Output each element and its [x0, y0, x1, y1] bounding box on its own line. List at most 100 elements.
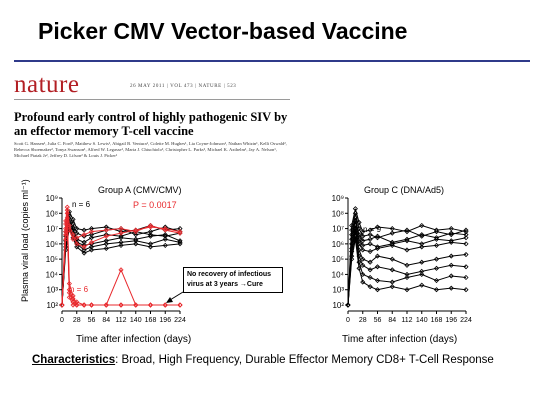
chart-a-data-point	[177, 241, 183, 247]
chart-c-data-point	[352, 226, 358, 232]
chart-c-x-tick-label: 84	[388, 317, 396, 324]
chart-a-data-point	[177, 302, 183, 308]
chart-a-data-point	[70, 293, 76, 299]
chart-c-data-point	[448, 253, 454, 259]
chart-a-data-point	[133, 232, 139, 238]
chart-c-data-point	[367, 227, 373, 233]
chart-c-data-point	[356, 219, 362, 226]
chart-a-data-point	[162, 242, 168, 248]
title-divider	[14, 60, 530, 62]
chart-a-data-point	[70, 226, 76, 232]
chart-a-data-point	[118, 230, 124, 236]
chart-c-y-tick-label: 10⁸	[332, 209, 344, 218]
chart-c-data-point	[345, 302, 351, 308]
chart-c-data-point	[463, 251, 469, 258]
chart-a-data-point	[74, 236, 80, 242]
chart-a-data-point	[103, 232, 109, 238]
chart-a-data-point	[59, 302, 65, 308]
chart-c-series-line	[347, 239, 467, 306]
chart-a-data-point	[88, 302, 95, 308]
chart-c-data-point	[345, 302, 351, 308]
chart-c-data-point	[367, 248, 373, 255]
chart-c-data-point	[374, 277, 381, 284]
chart-a-data-point	[177, 230, 183, 236]
chart-a-data-point	[147, 302, 154, 308]
chart-a-data-point	[59, 302, 65, 308]
chart-c-data-point	[419, 232, 425, 238]
slide-title: Picker CMV Vector-based Vaccine	[38, 18, 408, 44]
chart-c-data-point	[463, 241, 469, 247]
chart-a-series-line	[61, 217, 180, 306]
chart-a-data-point	[64, 215, 70, 221]
chart-a-data-point	[88, 229, 95, 235]
chart-c-data-point	[389, 226, 395, 232]
chart-c-data-point	[360, 238, 366, 244]
chart-a-data-point	[133, 227, 139, 233]
chart-a-series-line	[61, 207, 181, 306]
chart-c-data-point	[463, 274, 469, 281]
chart-a-data-point	[81, 247, 87, 253]
chart-a-data-point	[88, 302, 95, 308]
chart-c-x-tick-label: 0	[346, 317, 350, 324]
chart-c-data-point	[367, 241, 373, 247]
chart-a-data-point	[88, 247, 95, 253]
chart-c-series-line	[347, 220, 467, 306]
chart-a-data-point	[59, 302, 65, 308]
chart-a-data-point	[147, 233, 154, 239]
chart-a-data-point	[118, 235, 124, 241]
chart-c-data-point	[367, 232, 373, 238]
chart-a-series-line	[61, 214, 181, 306]
chart-a-series-line	[61, 220, 180, 306]
chart-a-x-tick-label: 28	[73, 317, 81, 324]
chart-a-data-point	[103, 241, 109, 247]
chart-a-data-point	[103, 227, 109, 233]
chart-a-data-point	[162, 233, 168, 239]
chart-a-data-point	[66, 213, 72, 219]
chart-c-data-point	[345, 302, 351, 308]
chart-a-data-point	[177, 238, 183, 244]
chart-c-data-point	[345, 302, 351, 308]
chart-a-data-point	[59, 302, 65, 308]
chart-c-data-point	[404, 236, 410, 242]
chart-a-data-point	[63, 241, 69, 247]
footer-label: Characteristics	[32, 354, 116, 366]
chart-a-data-point	[74, 302, 80, 308]
chart-a-y-tick-label: 10⁶	[46, 240, 58, 249]
chart-c-data-point	[352, 210, 358, 216]
chart-a-xaxis-title: Time after infection (days)	[76, 334, 192, 345]
chart-a-data-point	[64, 210, 70, 216]
chart-c-data-point	[419, 271, 425, 277]
chart-c-data-point	[404, 238, 410, 244]
chart-c-data-point	[352, 206, 358, 212]
chart-a-data-point	[59, 302, 65, 308]
chart-c-x-tick-label: 112	[401, 317, 412, 324]
chart-c-data-point	[463, 235, 469, 241]
chart-c-data-point	[349, 236, 355, 242]
chart-a-data-point	[70, 235, 76, 241]
chart-a-x-tick-label: 168	[145, 317, 157, 324]
chart-c-data-point	[463, 229, 469, 235]
chart-c-series-line	[347, 236, 467, 306]
chart-c-data-point	[433, 287, 440, 293]
annotation-box: No recovery of infectious virus at 3 yea…	[183, 267, 283, 293]
chart-a-data-point	[103, 224, 109, 230]
chart-a-data-point	[162, 227, 168, 233]
chart-a-series-line	[61, 220, 181, 306]
chart-a-data-point	[81, 302, 87, 308]
chart-a-data-point	[81, 242, 87, 248]
chart-c-data-point	[356, 265, 362, 271]
chart-a-data-point	[118, 302, 124, 308]
chart-c-data-point	[360, 233, 366, 239]
chart-a-series-line	[61, 217, 181, 306]
chart-a-data-point	[66, 290, 72, 296]
chart-a-x-tick-label: 56	[88, 317, 96, 324]
chart-a-data-point	[81, 232, 87, 238]
chart-a-data-point	[118, 229, 124, 235]
chart-a-data-point	[177, 229, 183, 235]
chart-c-data-point	[374, 244, 381, 250]
chart-c-data-point	[349, 232, 355, 238]
chart-a-yaxis-title: Plasma viral load (copies ml⁻¹)	[20, 179, 30, 302]
chart-a-data-point	[88, 241, 95, 247]
chart-a-data-point	[64, 204, 70, 210]
chart-a-data-point	[118, 242, 124, 248]
